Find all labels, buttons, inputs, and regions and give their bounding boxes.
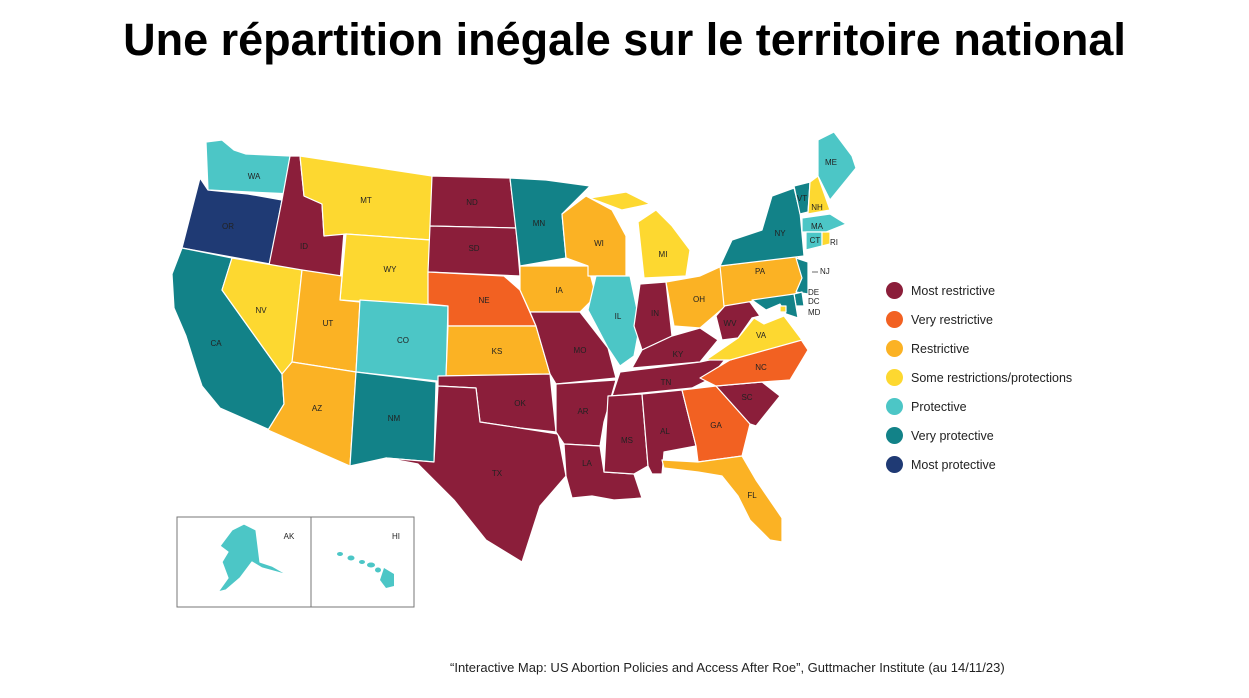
label-ma: MA xyxy=(811,222,824,231)
state-me[interactable] xyxy=(817,131,857,201)
legend-label: Protective xyxy=(911,399,967,414)
label-mo: MO xyxy=(574,346,587,355)
hawaii-inset-frame xyxy=(310,516,415,608)
state-labels: WA OR CA ID NV MT WY UT AZ CO NM ND SD N… xyxy=(210,158,838,500)
legend-item-most-protective: Most protective xyxy=(886,450,1072,479)
state-mo[interactable] xyxy=(529,311,617,385)
label-va: VA xyxy=(756,331,767,340)
label-ky: KY xyxy=(673,350,684,359)
label-tx: TX xyxy=(492,469,503,478)
state-fl[interactable] xyxy=(661,455,783,543)
label-ks: KS xyxy=(492,347,503,356)
legend-item-very-protective: Very protective xyxy=(886,421,1072,450)
label-dc: DC xyxy=(808,297,820,306)
legend-item-most-restrictive: Most restrictive xyxy=(886,276,1072,305)
label-ak: AK xyxy=(284,532,295,541)
slide-title: Une répartition inégale sur le territoir… xyxy=(123,14,1126,65)
label-or: OR xyxy=(222,222,234,231)
label-ms: MS xyxy=(621,436,633,445)
legend-label: Some restrictions/protections xyxy=(911,370,1073,385)
label-nj: NJ xyxy=(820,267,830,276)
label-id: ID xyxy=(300,242,308,251)
label-ne: NE xyxy=(478,296,489,305)
state-la[interactable] xyxy=(563,443,643,501)
label-mi: MI xyxy=(659,250,668,259)
label-ar: AR xyxy=(577,407,588,416)
label-ia: IA xyxy=(555,286,563,295)
label-wi: WI xyxy=(594,239,604,248)
label-al: AL xyxy=(660,427,670,436)
legend-dot xyxy=(886,398,903,415)
state-ma[interactable] xyxy=(801,213,847,233)
label-la: LA xyxy=(582,459,592,468)
label-vt: VT xyxy=(797,194,807,203)
state-hi[interactable] xyxy=(337,552,394,588)
state-dc[interactable] xyxy=(779,305,787,313)
legend-dot xyxy=(886,427,903,444)
label-nv: NV xyxy=(255,306,267,315)
state-ky[interactable] xyxy=(631,327,719,369)
label-wa: WA xyxy=(248,172,261,181)
label-ri: RI xyxy=(830,238,838,247)
label-sc: SC xyxy=(741,393,752,402)
label-nm: NM xyxy=(388,414,401,423)
state-ri[interactable] xyxy=(821,231,831,247)
label-in: IN xyxy=(651,309,659,318)
label-mn: MN xyxy=(533,219,546,228)
legend-label: Most restrictive xyxy=(911,283,996,298)
legend-label: Very protective xyxy=(911,428,994,443)
map-legend: Most restrictive Very restrictive Restri… xyxy=(886,276,1072,479)
state-mi[interactable] xyxy=(589,191,691,279)
label-ca: CA xyxy=(210,339,222,348)
label-md: MD xyxy=(808,308,821,317)
state-ak[interactable] xyxy=(217,523,301,593)
legend-label: Restrictive xyxy=(911,341,970,356)
label-ny: NY xyxy=(774,229,786,238)
label-fl: FL xyxy=(747,491,757,500)
state-ny[interactable] xyxy=(719,187,805,267)
legend-item-very-restrictive: Very restrictive xyxy=(886,305,1072,334)
label-co: CO xyxy=(397,336,409,345)
label-ok: OK xyxy=(514,399,526,408)
label-nh: NH xyxy=(811,203,823,212)
label-ct: CT xyxy=(810,236,821,245)
label-nc: NC xyxy=(755,363,767,372)
label-il: IL xyxy=(615,312,622,321)
state-ms[interactable] xyxy=(603,393,649,475)
legend-label: Very restrictive xyxy=(911,312,993,327)
legend-dot xyxy=(886,369,903,386)
label-ut: UT xyxy=(323,319,334,328)
legend-dot xyxy=(886,340,903,357)
label-wv: WV xyxy=(724,319,738,328)
legend-dot xyxy=(886,282,903,299)
label-mt: MT xyxy=(360,196,372,205)
label-az: AZ xyxy=(312,404,322,413)
label-wy: WY xyxy=(384,265,398,274)
state-nh[interactable] xyxy=(807,175,831,215)
label-tn: TN xyxy=(661,378,672,387)
label-de: DE xyxy=(808,288,819,297)
label-hi: HI xyxy=(392,532,400,541)
source-citation: “Interactive Map: US Abortion Policies a… xyxy=(450,660,1005,675)
legend-item-restrictive: Restrictive xyxy=(886,334,1072,363)
legend-label: Most protective xyxy=(911,457,996,472)
legend-item-some-restrictions: Some restrictions/protections xyxy=(886,363,1072,392)
label-nd: ND xyxy=(466,198,478,207)
label-me: ME xyxy=(825,158,837,167)
state-wa[interactable] xyxy=(205,139,294,195)
label-sd: SD xyxy=(468,244,479,253)
legend-dot xyxy=(886,311,903,328)
state-il[interactable] xyxy=(587,275,641,367)
label-ga: GA xyxy=(710,421,722,430)
legend-item-protective: Protective xyxy=(886,392,1072,421)
label-pa: PA xyxy=(755,267,766,276)
legend-dot xyxy=(886,456,903,473)
label-oh: OH xyxy=(693,295,705,304)
state-tx[interactable] xyxy=(385,385,567,563)
